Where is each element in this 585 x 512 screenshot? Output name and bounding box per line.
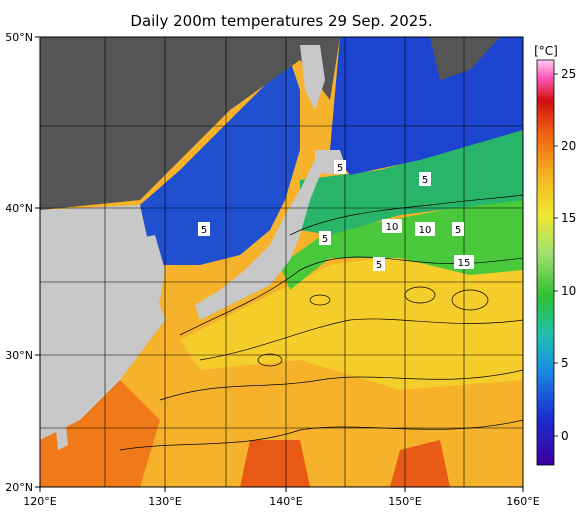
isotherm-label: 5	[337, 163, 343, 174]
lon-label: 120°E	[23, 495, 56, 508]
isotherm-label-group: 5 5 5 5 5 10 10 5 15	[198, 160, 474, 271]
lat-label: 20°N	[5, 481, 33, 494]
isotherm-label: 5	[422, 175, 428, 186]
isotherm-label: 15	[458, 258, 471, 269]
colorbar-ticks	[554, 73, 558, 437]
teal-zone	[300, 130, 523, 235]
colorbar-tick-label: 0	[561, 429, 569, 443]
lat-label: 50°N	[5, 31, 33, 44]
japan-land	[195, 160, 330, 320]
colorbar-tick-label: 20	[561, 139, 576, 153]
lon-label: 160°E	[506, 495, 539, 508]
lon-label: 140°E	[269, 495, 302, 508]
colorbar-unit: [°C]	[534, 44, 558, 58]
map-area: 5 5 5 5 5 10 10 5 15	[40, 37, 523, 487]
sakhalin-land	[300, 45, 325, 110]
no-data-area	[40, 37, 340, 210]
colorbar-scale	[536, 59, 555, 466]
lon-label: 130°E	[148, 495, 181, 508]
colorbar-tick-label: 5	[561, 356, 569, 370]
isotherm-label: 5	[201, 225, 207, 236]
isotherm-lines	[119, 194, 523, 451]
lon-label: 150°E	[388, 495, 421, 508]
axis-ticks	[35, 36, 524, 492]
lat-label: 30°N	[5, 349, 33, 362]
map-title: Daily 200m temperatures 29 Sep. 2025.	[130, 12, 433, 30]
colorbar-tick-label: 15	[561, 211, 576, 225]
isotherm-label: 5	[376, 260, 382, 271]
isotherm-label: 10	[386, 222, 399, 233]
sea-of-japan	[140, 60, 300, 265]
isotherm-label: 10	[419, 225, 432, 236]
cold-ocean	[330, 37, 523, 175]
isotherm-label: 5	[322, 234, 328, 245]
isotherm-label: 5	[455, 225, 461, 236]
map-frame	[39, 36, 524, 488]
kamchatka-edge	[430, 37, 500, 80]
taiwan-land	[55, 415, 68, 450]
colorbar-tick-label: 25	[561, 67, 576, 81]
warm-patch	[240, 440, 310, 487]
lat-label: 40°N	[5, 202, 33, 215]
colorbar: [°C] 25 20 15 10 5 0	[534, 44, 576, 466]
korea-land	[130, 235, 165, 305]
colorbar-tick-label: 10	[561, 284, 576, 298]
